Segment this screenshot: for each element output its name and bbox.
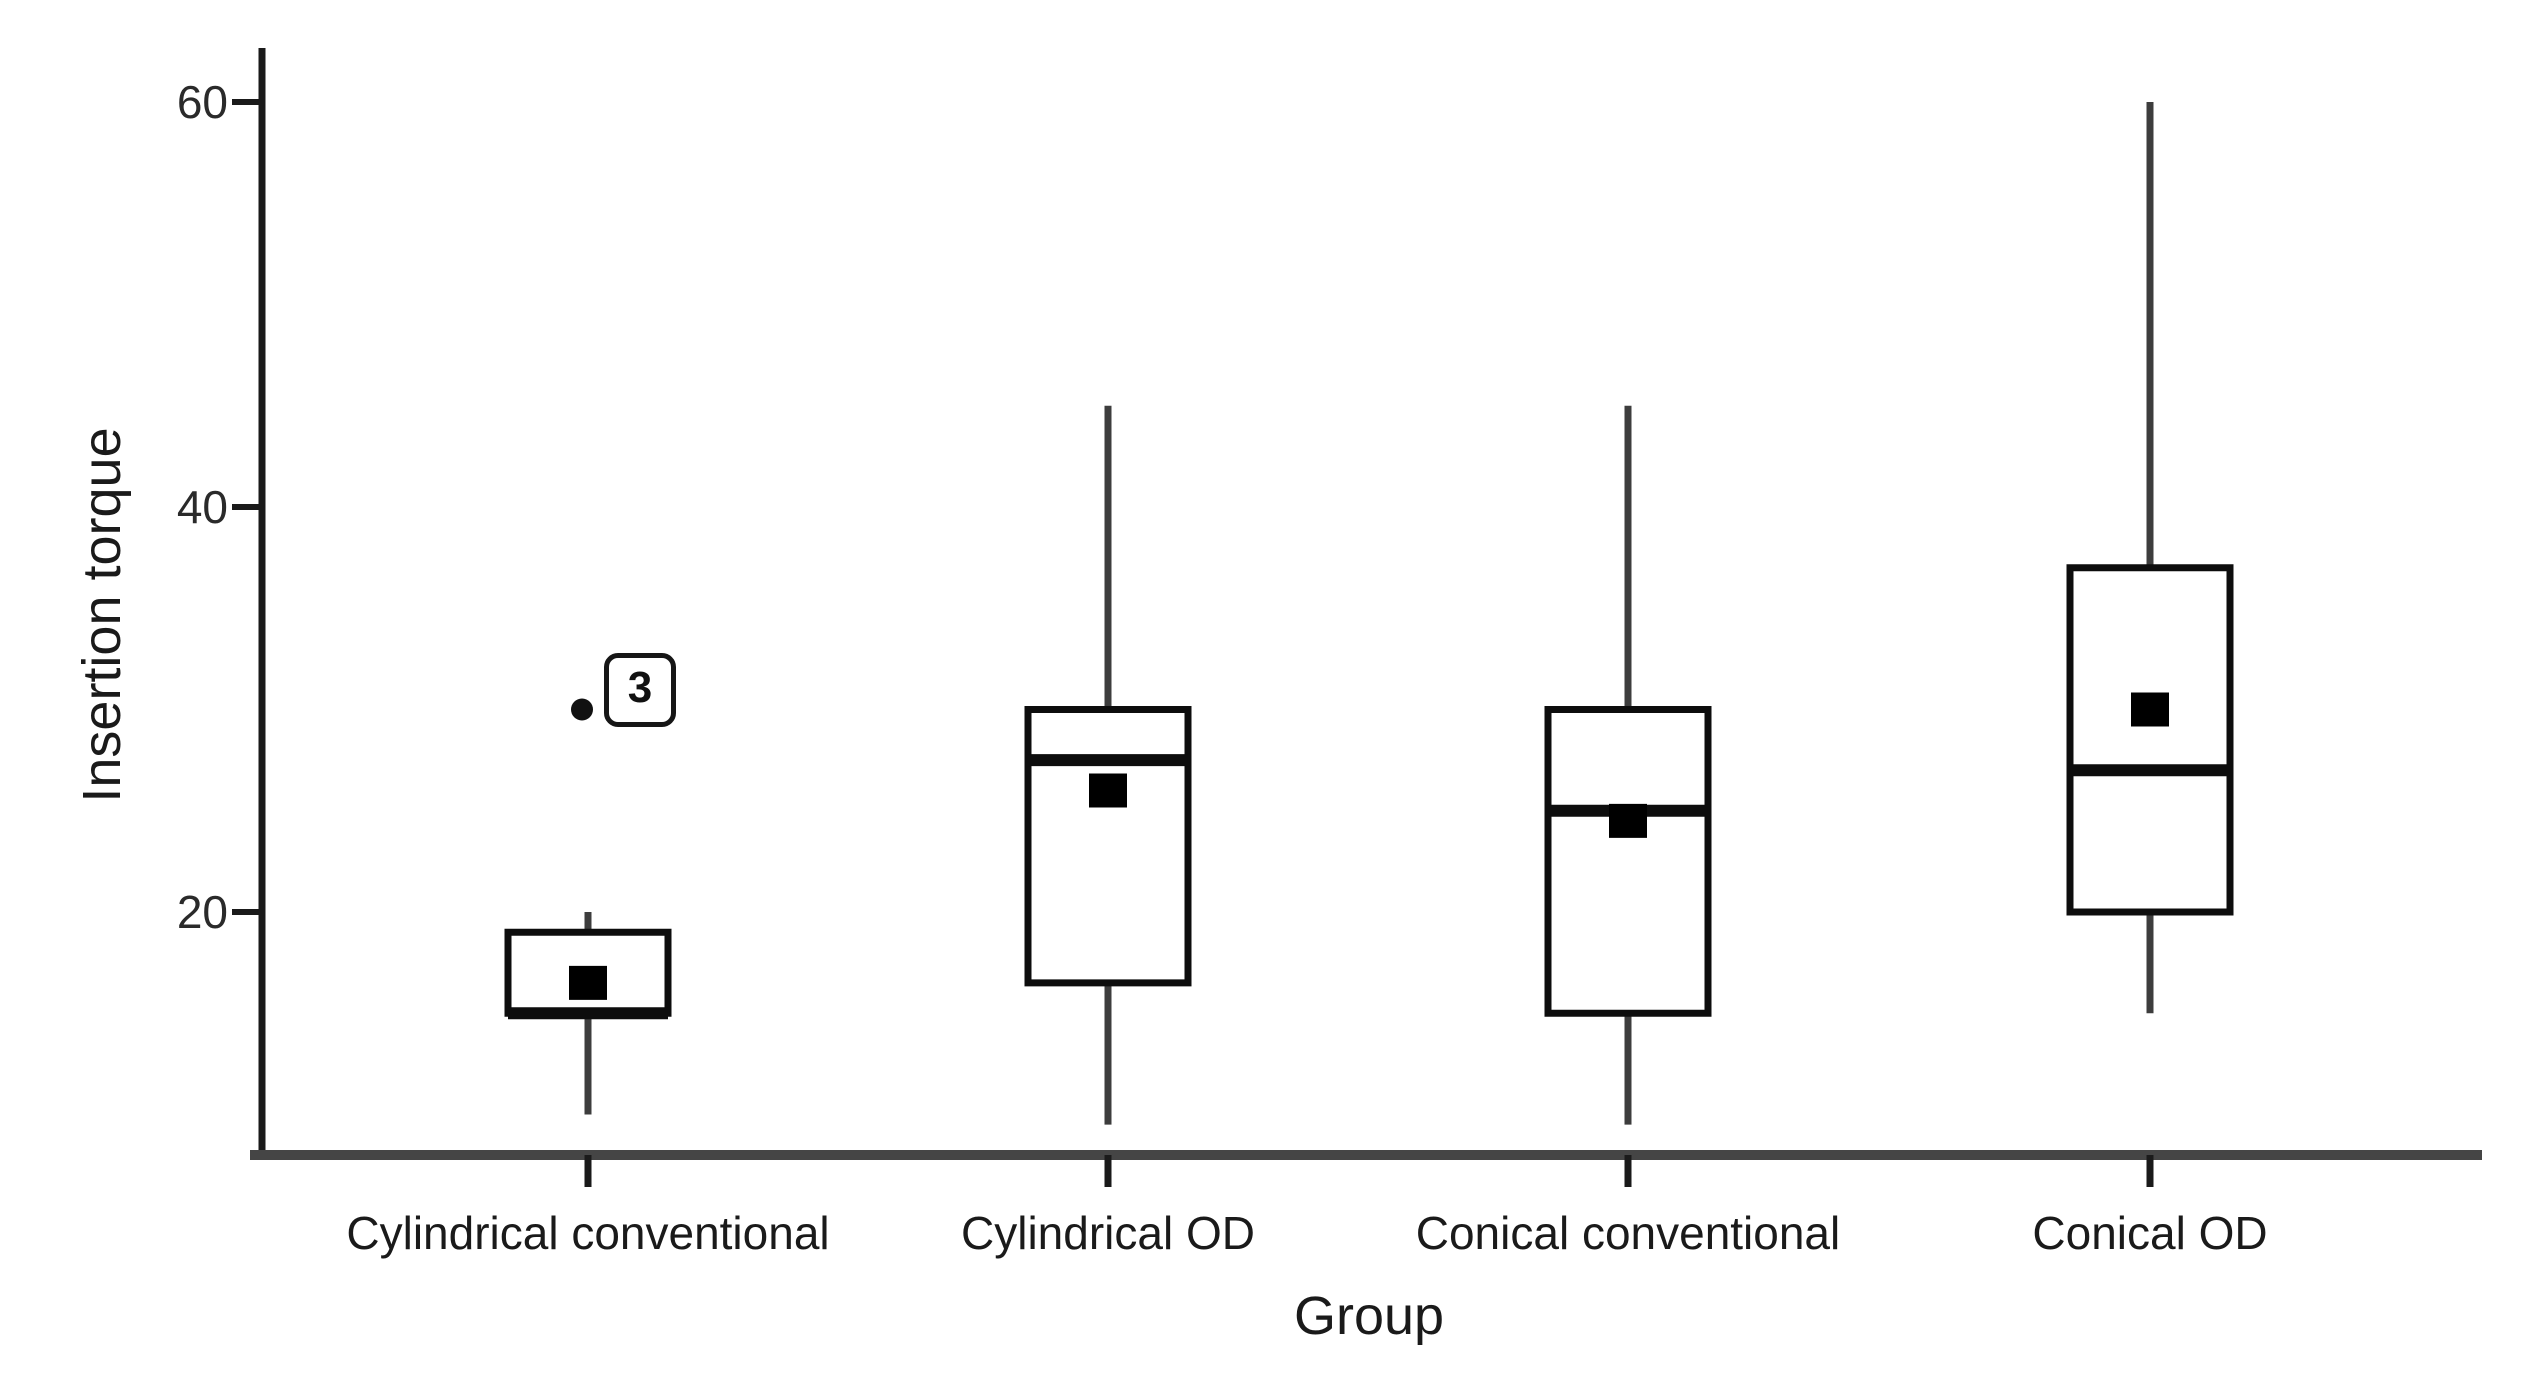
- mean-marker: [2131, 692, 2169, 727]
- iqr-box: [2066, 564, 2234, 916]
- iqr-box: [1024, 706, 1192, 987]
- mean-marker: [569, 965, 607, 1000]
- mean-marker: [1089, 773, 1127, 808]
- iqr-box: [1544, 706, 1712, 1017]
- x-axis-title: Group: [1293, 1286, 1445, 1346]
- y-axis-title: Insertion torque: [72, 427, 132, 803]
- outlier-point: [571, 698, 593, 721]
- mean-marker: [1609, 803, 1647, 838]
